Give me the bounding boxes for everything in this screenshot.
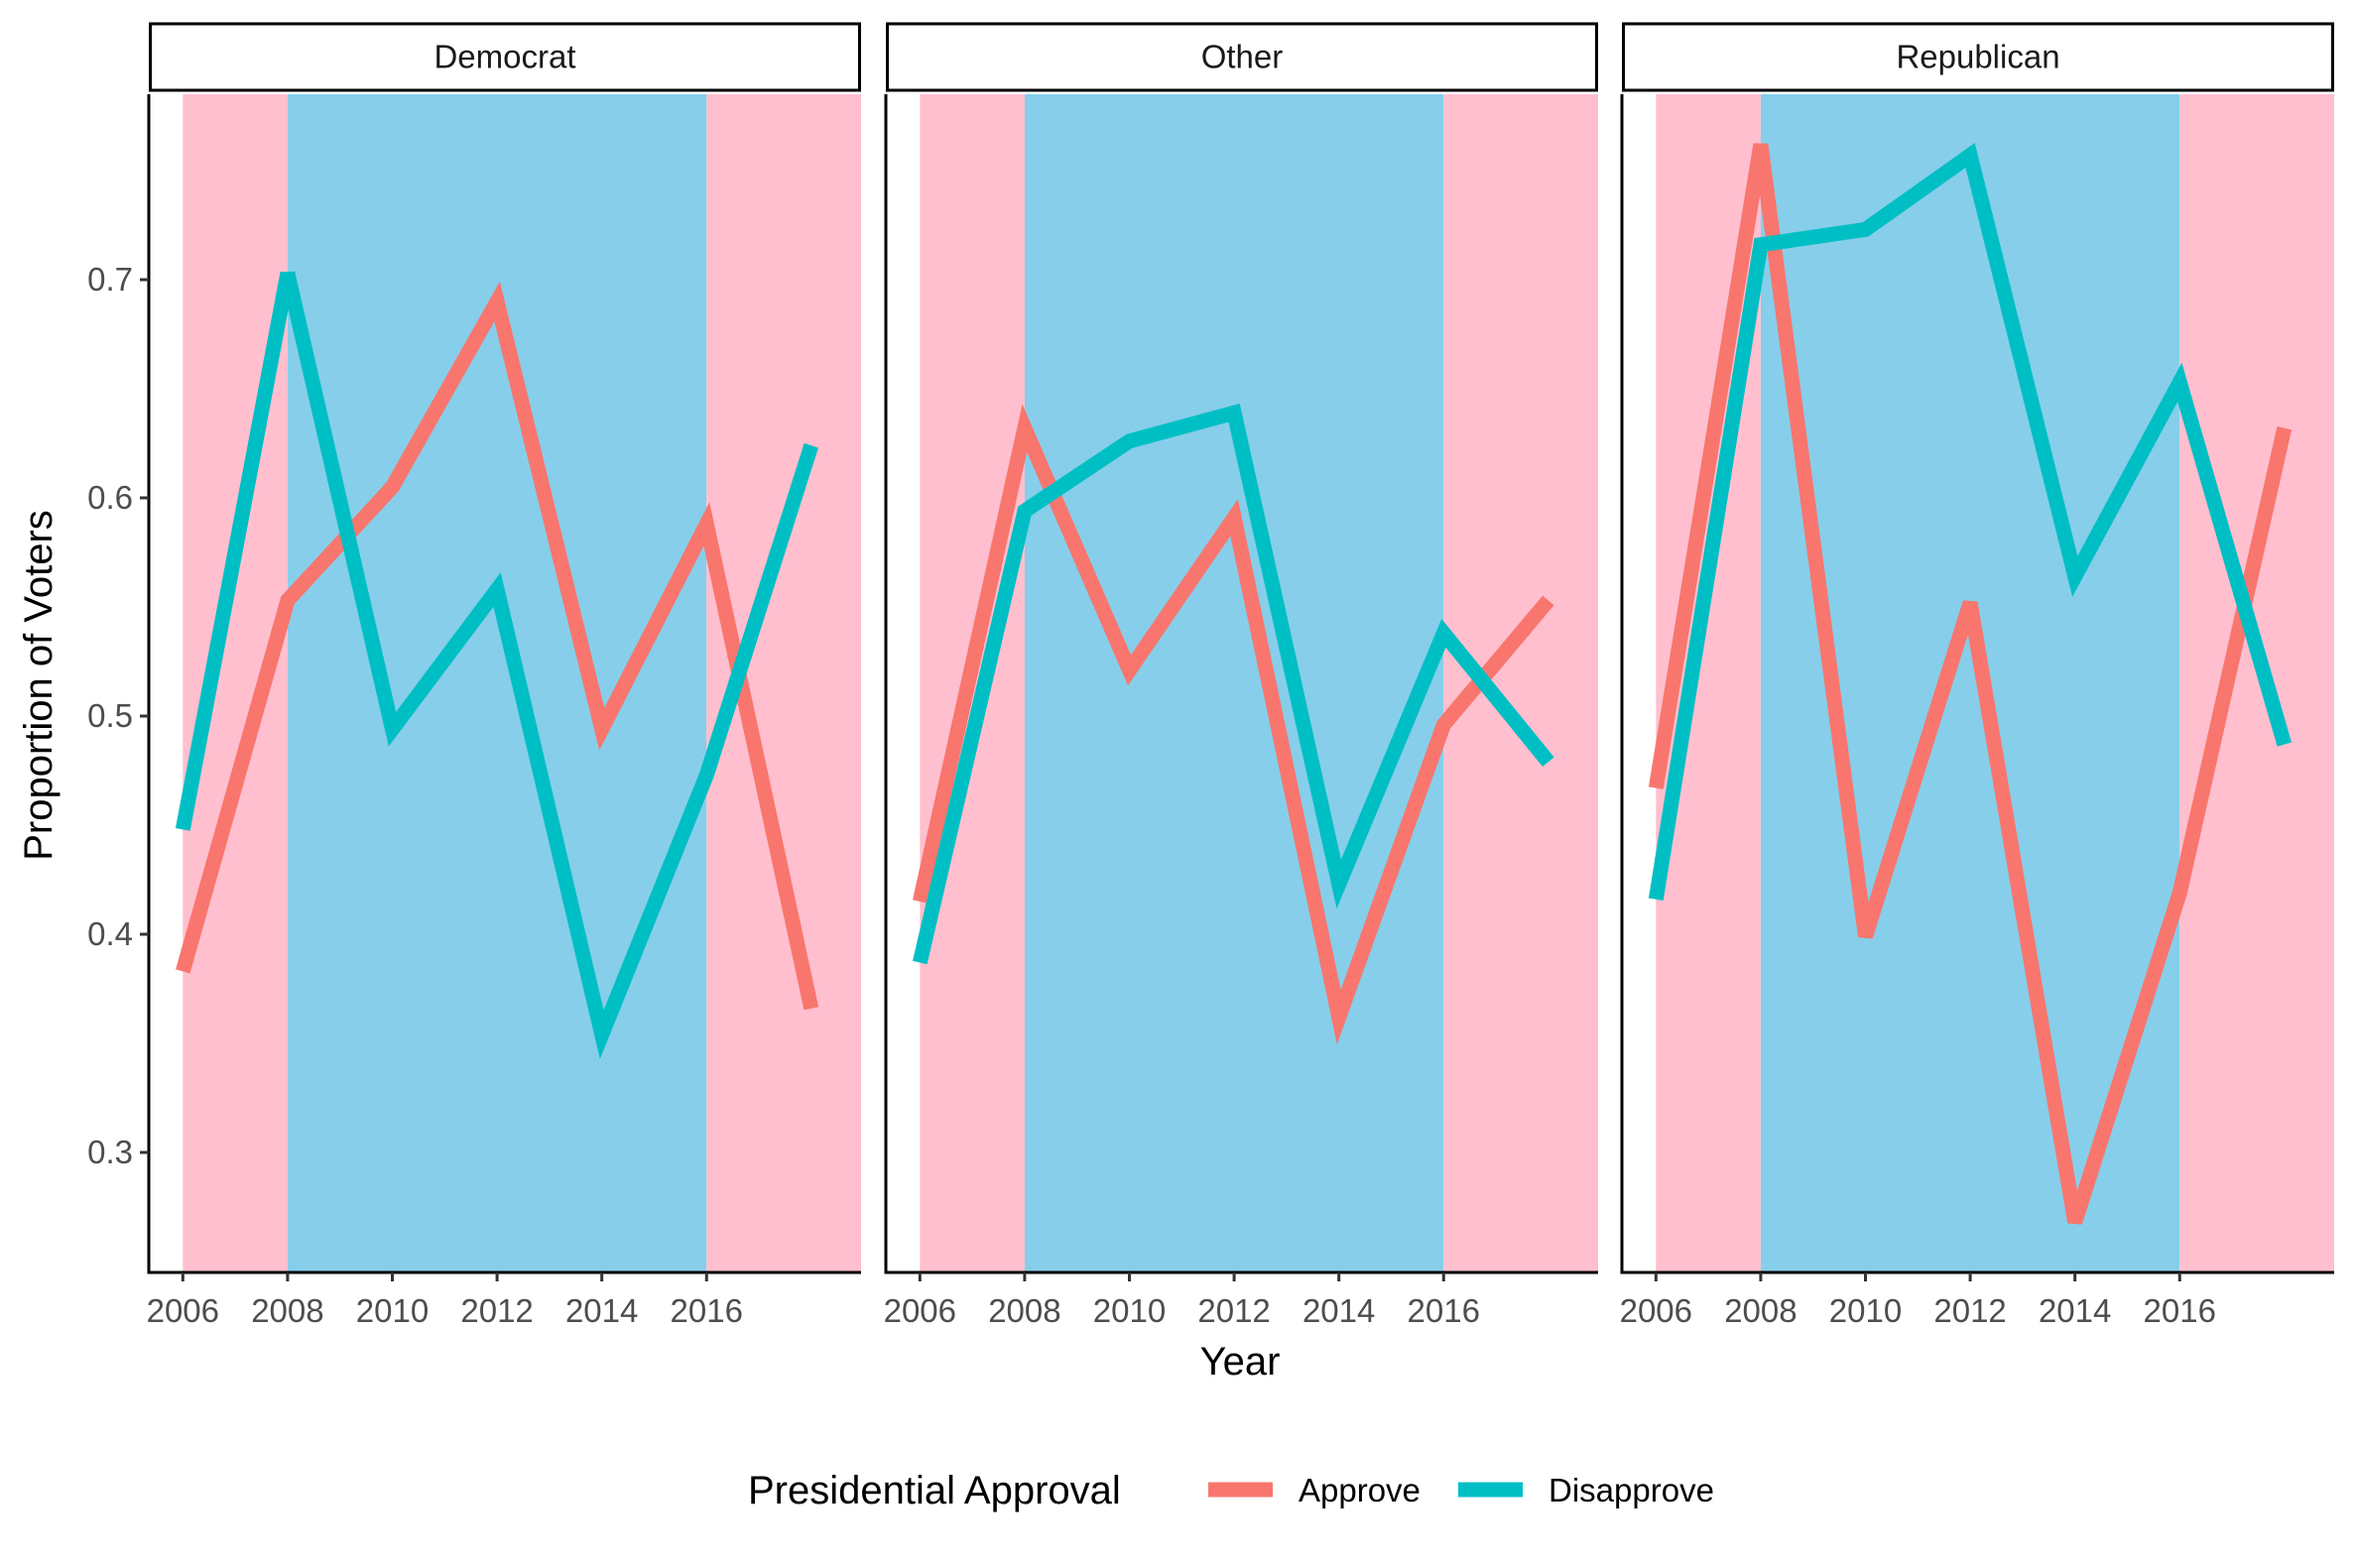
x-tick-label: 2014 (2039, 1292, 2111, 1329)
series-line-disapprove (175, 271, 818, 1059)
background-band (2179, 94, 2334, 1272)
legend-entries: Approve Disapprove (1208, 1472, 1714, 1508)
legend-label: Disapprove (1549, 1472, 1714, 1508)
y-tick-label: 0.7 (87, 261, 133, 298)
legend-entry-approve: Approve (1208, 1472, 1421, 1508)
facet-strip (149, 22, 861, 92)
background-band (1024, 94, 1444, 1272)
y-tick-label: 0.3 (87, 1134, 133, 1170)
x-tick-label: 2016 (671, 1292, 743, 1329)
legend-entry-disapprove: Disapprove (1458, 1472, 1714, 1508)
x-tick-label: 2012 (1933, 1292, 2006, 1329)
legend-label: Approve (1299, 1472, 1421, 1508)
facet-panels: Democrat 2006 2008 2010 2012 2014 2016 Other 200… (147, 22, 2334, 1329)
background-band (287, 94, 707, 1272)
series-line-disapprove (912, 403, 1554, 965)
legend-title: Presidential Approval (748, 1469, 1121, 1512)
series-line-approve (176, 281, 819, 1011)
facet-strip-label: Other (1201, 39, 1284, 75)
facet-panel-democrat: Democrat 2006 2008 2010 2012 2014 2016 (147, 22, 861, 1329)
x-tick-label: 2014 (565, 1292, 638, 1329)
facet-strip-label: Republican (1896, 39, 2059, 75)
y-tick-label: 0.5 (87, 697, 133, 734)
series-line-disapprove (1648, 143, 2293, 901)
facet-panel-republican: Republican 2006 2008 2010 2012 2014 2016 (1620, 22, 2334, 1329)
y-axis-ticks: 0.3 0.4 0.5 0.6 0.7 (87, 261, 149, 1170)
x-tick-label: 2014 (1302, 1292, 1375, 1329)
y-tick-label: 0.6 (87, 479, 133, 516)
x-tick-label: 2006 (1620, 1292, 1692, 1329)
x-axis-title: Year (1200, 1340, 1281, 1384)
x-tick-label: 2008 (251, 1292, 323, 1329)
facet-panel-other: Other 2006 2008 2010 2012 2014 2016 (884, 22, 1598, 1329)
series-line-approve (1648, 143, 2293, 1225)
x-tick-label: 2010 (1829, 1292, 1902, 1329)
x-tick-label: 2010 (356, 1292, 429, 1329)
x-tick-label: 2012 (1197, 1292, 1270, 1329)
background-band (1443, 94, 1598, 1272)
facet-strip (1622, 22, 2334, 92)
x-tick-label: 2012 (460, 1292, 533, 1329)
x-tick-label: 2006 (884, 1292, 956, 1329)
y-axis-title: Proportion of Voters (17, 510, 61, 861)
x-tick-label: 2016 (1408, 1292, 1480, 1329)
x-tick-label: 2010 (1093, 1292, 1166, 1329)
legend: Presidential Approval Approve Disapprove (748, 1469, 1714, 1512)
x-tick-label: 2008 (1724, 1292, 1797, 1329)
x-tick-label: 2008 (988, 1292, 1060, 1329)
series-line-approve (912, 404, 1554, 1045)
facet-strip-label: Democrat (434, 39, 575, 75)
facet-strip (886, 22, 1598, 92)
x-tick-label: 2006 (147, 1292, 219, 1329)
y-tick-label: 0.4 (87, 915, 133, 952)
x-tick-label: 2016 (2144, 1292, 2216, 1329)
